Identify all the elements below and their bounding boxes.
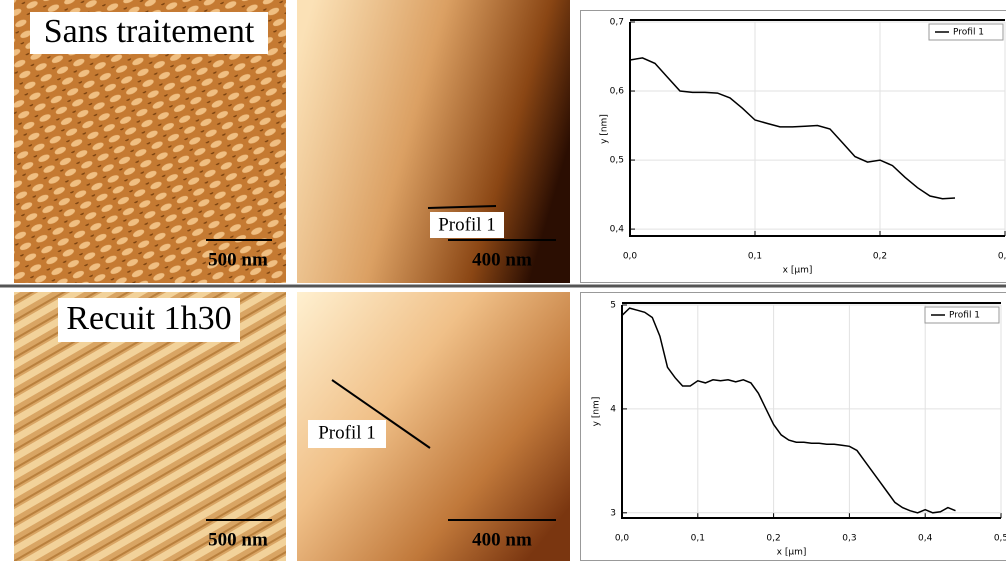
x-tick-label: 0,1: [691, 534, 705, 544]
legend-label: Profil 1: [953, 28, 984, 38]
x-tick-label: 0,4: [918, 534, 933, 544]
row-label: Recuit 1h30: [66, 300, 231, 337]
x-axis-label: x [µm]: [777, 548, 807, 558]
x-tick-label: 0,2: [766, 534, 780, 544]
y-tick-label: 5: [610, 301, 616, 311]
y-tick-label: 3: [610, 508, 616, 518]
y-axis-label: y [nm]: [592, 397, 602, 427]
scale-label: 500 nm: [208, 529, 268, 550]
y-tick-label: 0,4: [610, 225, 625, 235]
y-axis-label: y [nm]: [600, 114, 610, 144]
x-tick-label: 0,5: [994, 534, 1006, 544]
y-tick-label: 4: [610, 404, 616, 414]
x-tick-label: 0,3: [842, 534, 856, 544]
row-label: Sans traitement: [44, 13, 255, 50]
x-tick-label: 0,3: [998, 252, 1006, 262]
x-tick-label: 0,1: [748, 252, 762, 262]
x-tick-label: 0,0: [623, 252, 638, 262]
y-tick-label: 0,5: [610, 156, 624, 166]
profile-label: Profil 1: [318, 422, 376, 443]
scale-label: 400 nm: [472, 249, 532, 270]
x-tick-label: 0,2: [873, 252, 887, 262]
chart-frame: [581, 11, 1006, 283]
x-axis-label: x [µm]: [783, 266, 813, 276]
scale-label: 400 nm: [472, 529, 532, 550]
profile-label: Profil 1: [438, 214, 496, 235]
chart-frame: [581, 293, 1006, 561]
y-tick-label: 0,7: [610, 18, 624, 28]
legend-label: Profil 1: [949, 311, 980, 321]
y-tick-label: 0,6: [610, 87, 625, 97]
x-tick-label: 0,0: [615, 534, 630, 544]
scale-label: 500 nm: [208, 249, 268, 270]
